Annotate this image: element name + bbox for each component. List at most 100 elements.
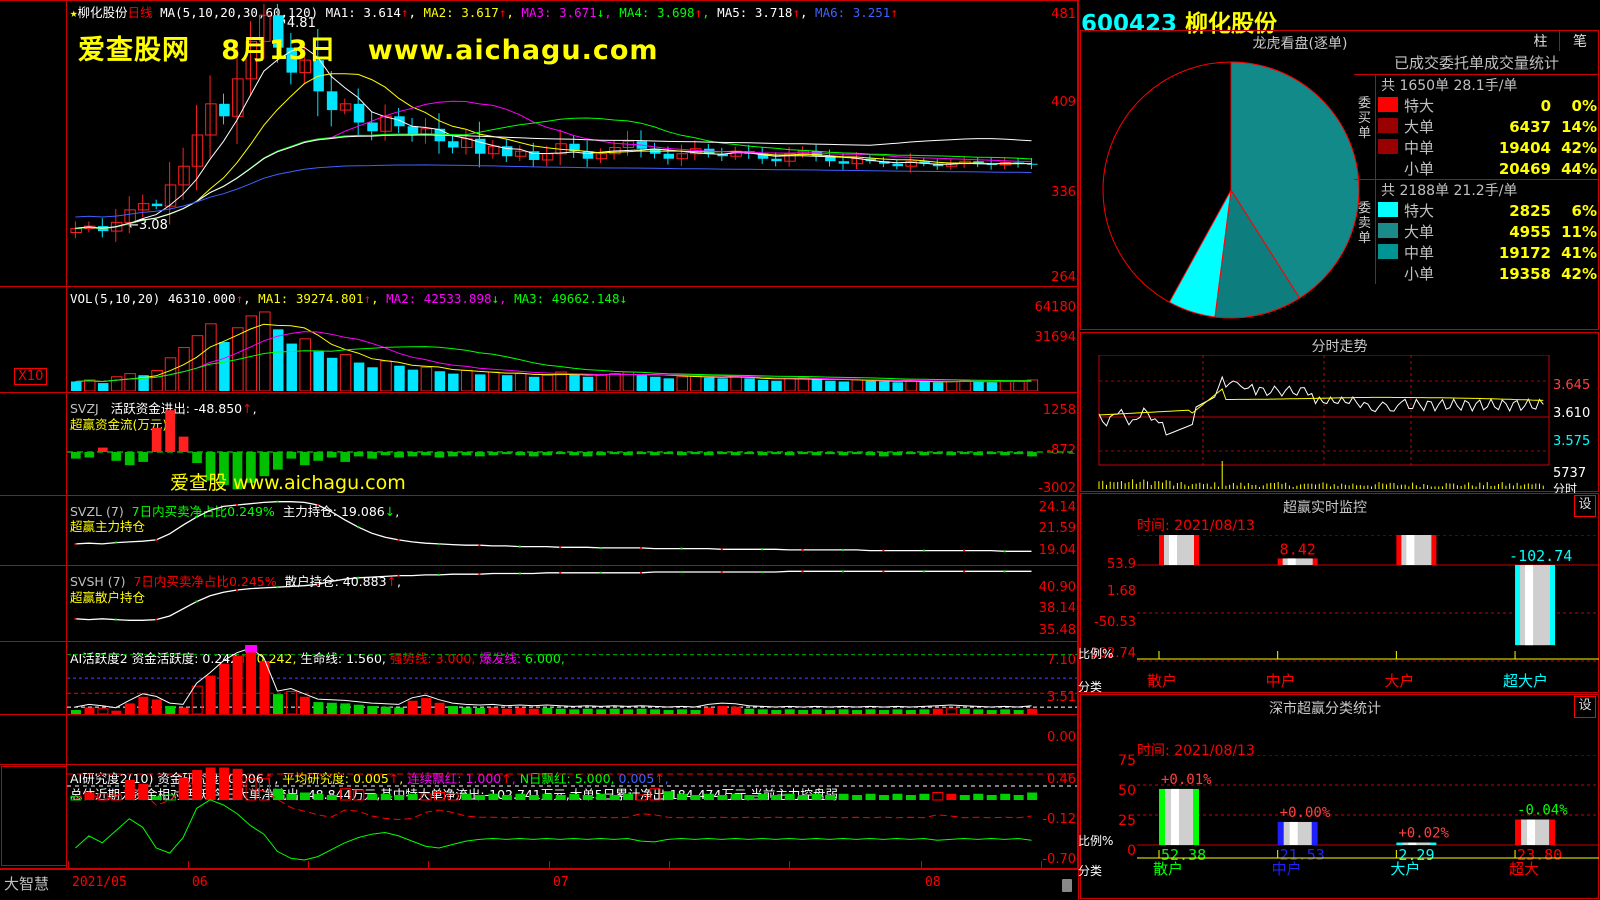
table-row: 小单 20469 44%: [1376, 158, 1599, 179]
svsh-holding-label: 散户持仓:: [284, 574, 339, 589]
btn-zhu[interactable]: 柱: [1522, 31, 1560, 51]
table-row: 中单 19404 42%: [1376, 137, 1599, 158]
order-distribution-pie[interactable]: [1089, 55, 1369, 330]
x-tick-label: 06: [192, 875, 208, 890]
vol-scale-badge[interactable]: X10: [14, 368, 48, 385]
x-tick-label: 07: [553, 875, 569, 890]
ai-res-f4-value: 5.000: [574, 771, 611, 786]
svsh-ytick: 35.48: [1038, 623, 1076, 638]
ai-res-ytick: -0.70: [1042, 852, 1076, 867]
right-axis-line: [1077, 0, 1078, 868]
ma1-value: 3.614: [363, 5, 401, 20]
svzl-ratio-label: 7日内买卖净占比: [131, 504, 228, 519]
svsh-ytick: 38.14: [1038, 601, 1076, 616]
btn-bi[interactable]: 笔: [1573, 34, 1587, 50]
panel-divider: [0, 392, 1078, 393]
svzj-chart[interactable]: [67, 410, 1077, 494]
price-panel-header: ★柳化股份日线 MA(5,10,20,30,60,120) MA1: 3.614…: [70, 5, 898, 20]
svg-text:+0.01%: +0.01%: [1161, 772, 1212, 788]
price-ytick: 336: [1051, 185, 1076, 200]
svzl-code: SVZL (7): [70, 504, 124, 519]
favorite-star-icon[interactable]: ★: [70, 5, 78, 20]
order-percent-value: 42%: [1561, 138, 1597, 157]
svsh-ytick: 40.90: [1038, 580, 1076, 595]
order-volume-value: 4955: [1509, 222, 1551, 241]
classify-ytick: 75: [1118, 753, 1136, 769]
right-panel: 600423 柳化股份 龙虎看盘(逐单) 柱 笔 已成交委托单成交量统计 委买单…: [1078, 0, 1600, 900]
ma2-value: 3.617: [461, 5, 499, 20]
vol-ma3-label: MA3:: [514, 291, 545, 306]
svzl-chart[interactable]: [67, 497, 1077, 564]
svzj-ytick: 1258: [1042, 403, 1076, 418]
stock-code-label: 600423: [1081, 11, 1178, 37]
order-percent-value: 41%: [1561, 243, 1597, 262]
order-type-label: 小单: [1404, 265, 1435, 283]
classify-axis-label-ratio: 比例%: [1078, 834, 1114, 848]
order-percent-value: 11%: [1561, 222, 1597, 241]
monitor-axis-label-ratio: 比例%: [1078, 647, 1114, 661]
intraday-box: [1080, 332, 1599, 492]
longhu-box: [1080, 30, 1599, 330]
intraday-chart[interactable]: [1081, 355, 1551, 491]
monitor-time: 时间: 2021/08/13: [1137, 518, 1255, 534]
ai-research-chart[interactable]: [67, 766, 1077, 868]
lock-icon[interactable]: [1062, 879, 1072, 892]
ai-active-ytick: 7.10: [1047, 653, 1076, 668]
order-percent-value: 42%: [1561, 264, 1597, 283]
svzj-value: -48.850: [193, 401, 243, 416]
ma4-value: 3.698: [656, 5, 695, 20]
svsh-ratio-label: 7日内买卖净占比: [133, 574, 229, 589]
svzl-subtitle: 超赢主力持仓: [70, 519, 146, 534]
monitor-bar-chart[interactable]: 40.428.4253.9-102.74: [1137, 535, 1599, 665]
monitor-ytick: 1.68: [1107, 584, 1136, 599]
monitor-category-label: 超大户: [1503, 672, 1549, 690]
ai-active-f3-label: 生命线:: [300, 651, 343, 666]
order-type-label: 中单: [1404, 244, 1435, 262]
classify-category-label: 散户: [1153, 860, 1184, 878]
svsh-chart[interactable]: [67, 567, 1077, 639]
classify-settings-button[interactable]: 设: [1574, 696, 1596, 718]
svg-text:-102.74: -102.74: [1509, 547, 1572, 565]
intraday-ytick-low: 3.575: [1553, 434, 1591, 449]
svzl-header: SVZL (7) 7日内买卖净占比0.249% 主力持仓: 19.086↓,: [70, 504, 400, 519]
order-color-swatch: [1376, 137, 1402, 158]
low-price-annotation: ←3.08: [128, 218, 168, 233]
classify-category-label: 超大: [1509, 860, 1540, 878]
classify-bar-chart[interactable]: +0.01% 52.38 +0.00% 21.53 +0.02% 2.29 -0.04% 23…: [1137, 755, 1599, 860]
left-axis-line: [66, 0, 67, 868]
ai-res-f2-label: 平均研究度:: [282, 771, 350, 786]
monitor-category-label: 中户: [1265, 672, 1296, 690]
order-type-label: 中单: [1404, 139, 1435, 157]
monitor-box: [1080, 493, 1599, 693]
panel-divider: [0, 714, 1078, 715]
ai-res-axis-box: [1, 766, 67, 866]
volume-panel-header: VOL(5,10,20) 46310.000↑, MA1: 39274.801↑…: [70, 291, 628, 306]
ai-active-chart[interactable]: [67, 645, 1077, 714]
table-row: 中单 19172 41%: [1376, 242, 1599, 263]
monitor-settings-button[interactable]: 设: [1574, 495, 1596, 517]
ma5-value: 3.718: [754, 5, 793, 20]
svzl-ytick: 24.14: [1038, 500, 1076, 515]
sell-summary: 共 2188单 21.2手/单: [1381, 183, 1518, 199]
svzj-subtitle: 超赢资金流(万元): [70, 417, 168, 432]
volume-chart[interactable]: [67, 306, 1077, 391]
order-volume-value: 19404: [1498, 138, 1551, 157]
candlestick-chart[interactable]: [67, 4, 1077, 286]
svg-text:+0.02%: +0.02%: [1398, 826, 1449, 842]
intraday-ytick-high: 3.645: [1553, 378, 1591, 393]
order-volume-value: 19358: [1498, 264, 1551, 283]
x-axis-bar: [0, 869, 1078, 900]
sell-group-label: 委卖单: [1354, 180, 1376, 284]
vol-ma3-value: 49662.148: [551, 291, 620, 306]
svg-text:23.80: 23.80: [1517, 846, 1562, 860]
order-color-swatch: [1376, 116, 1402, 137]
main-chart-area: ★柳化股份日线 MA(5,10,20,30,60,120) MA1: 3.614…: [0, 0, 1078, 900]
order-color-swatch: [1376, 242, 1402, 263]
order-stats-table: 已成交委托单成交量统计 委买单 共 1650单 28.1手/单 特大 0 0% 大单 6…: [1354, 52, 1599, 284]
vol-value: 46310.000: [167, 291, 236, 306]
longhu-title: 龙虎看盘(逐单): [1252, 36, 1348, 52]
watermark-small: 爱查股 www.aichagu.com: [170, 472, 406, 494]
stock-name-right-label: 柳化股份: [1185, 11, 1278, 37]
period-label[interactable]: 日线: [127, 5, 153, 20]
svzl-ratio-value: 0.249%: [227, 504, 275, 519]
